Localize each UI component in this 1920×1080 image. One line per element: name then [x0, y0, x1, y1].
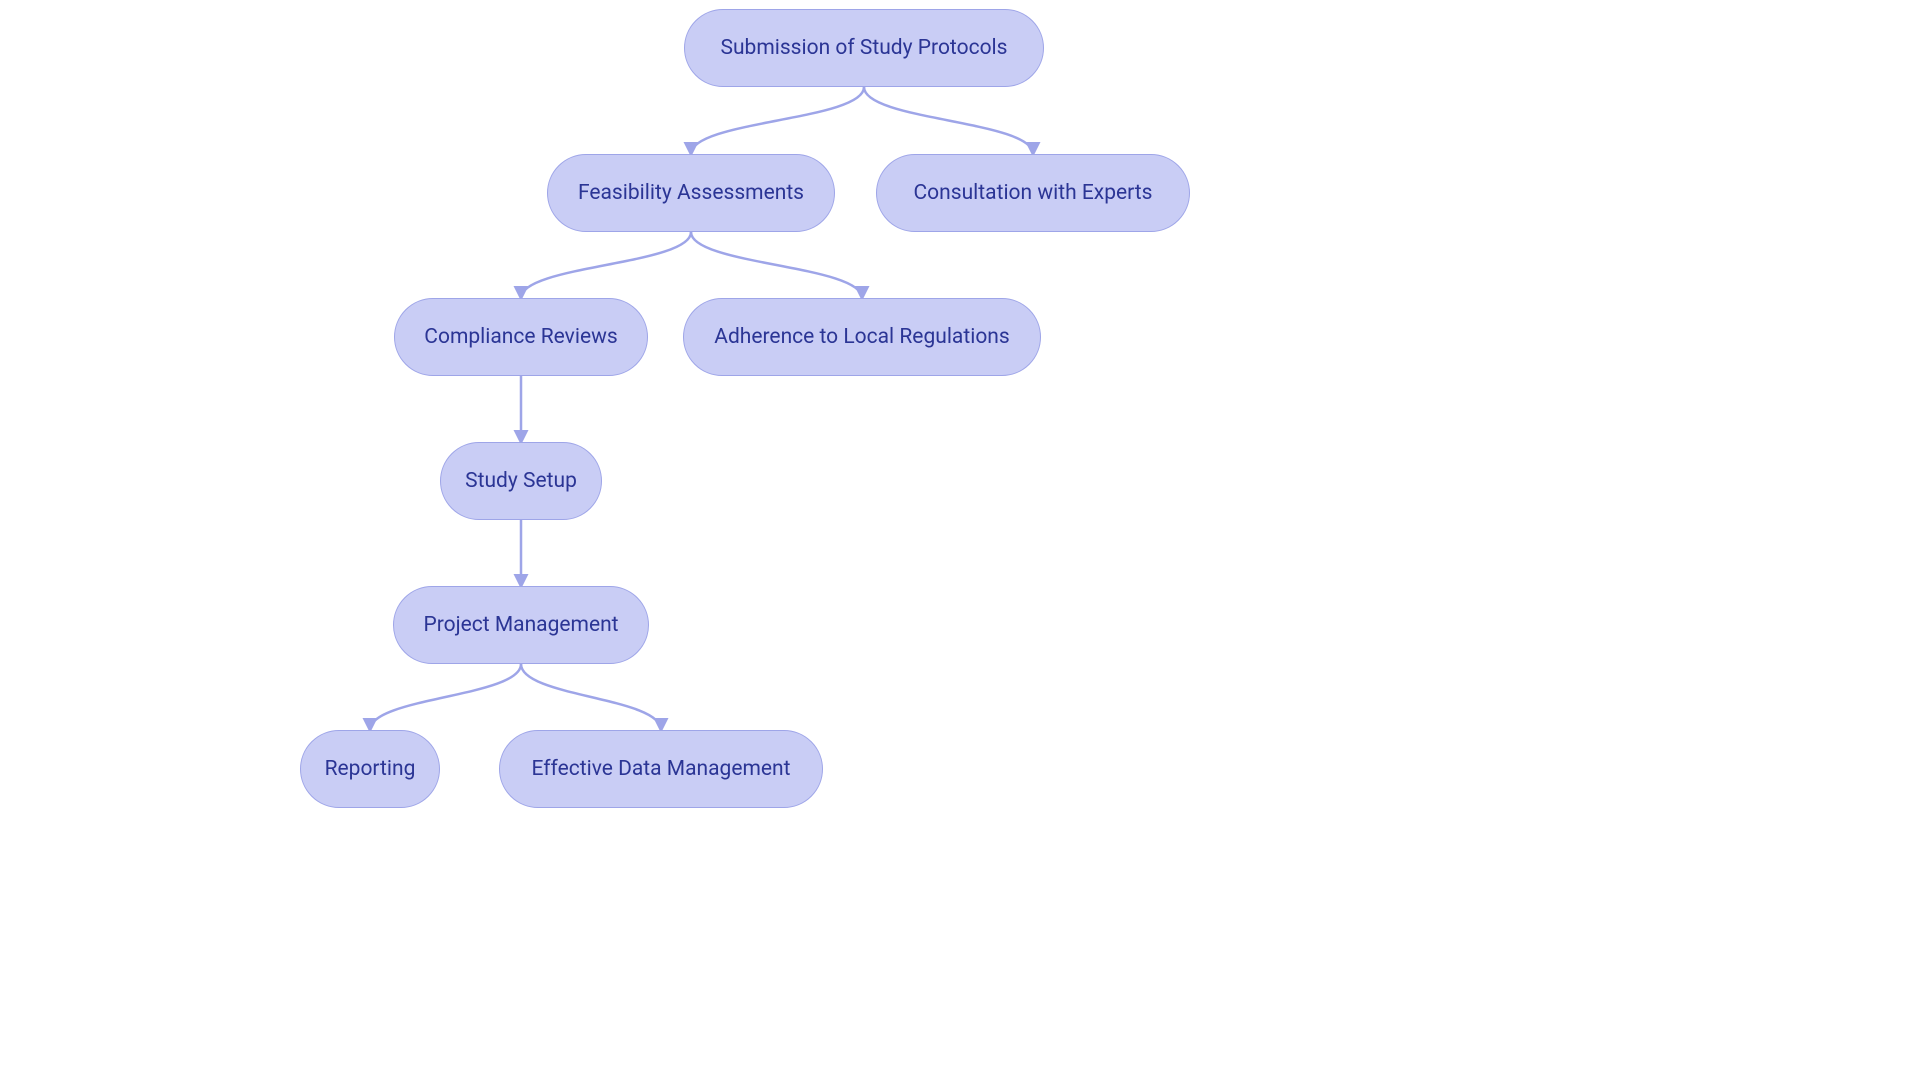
- flowchart-node: Study Setup: [440, 442, 602, 520]
- flowchart-edge: [521, 664, 661, 730]
- flowchart-node: Feasibility Assessments: [547, 154, 835, 232]
- node-label: Submission of Study Protocols: [720, 36, 1007, 60]
- flowchart-node: Consultation with Experts: [876, 154, 1190, 232]
- node-label: Compliance Reviews: [424, 325, 617, 349]
- node-label: Reporting: [325, 757, 416, 781]
- node-label: Consultation with Experts: [914, 181, 1153, 205]
- flowchart-node: Adherence to Local Regulations: [683, 298, 1041, 376]
- node-label: Feasibility Assessments: [578, 181, 804, 205]
- flowchart-edge: [691, 87, 864, 154]
- node-label: Study Setup: [465, 469, 577, 493]
- flowchart-edge: [521, 232, 691, 298]
- node-label: Effective Data Management: [531, 757, 790, 781]
- flowchart-edge: [370, 664, 521, 730]
- flowchart-edge: [864, 87, 1033, 154]
- node-label: Project Management: [423, 613, 618, 637]
- flowchart-node: Reporting: [300, 730, 440, 808]
- flowchart-edge: [691, 232, 862, 298]
- flowchart-canvas: Submission of Study Protocols Feasibility…: [0, 0, 1920, 1080]
- flowchart-node: Compliance Reviews: [394, 298, 648, 376]
- flowchart-node: Submission of Study Protocols: [684, 9, 1044, 87]
- node-label: Adherence to Local Regulations: [714, 325, 1009, 349]
- flowchart-node: Effective Data Management: [499, 730, 823, 808]
- flowchart-node: Project Management: [393, 586, 649, 664]
